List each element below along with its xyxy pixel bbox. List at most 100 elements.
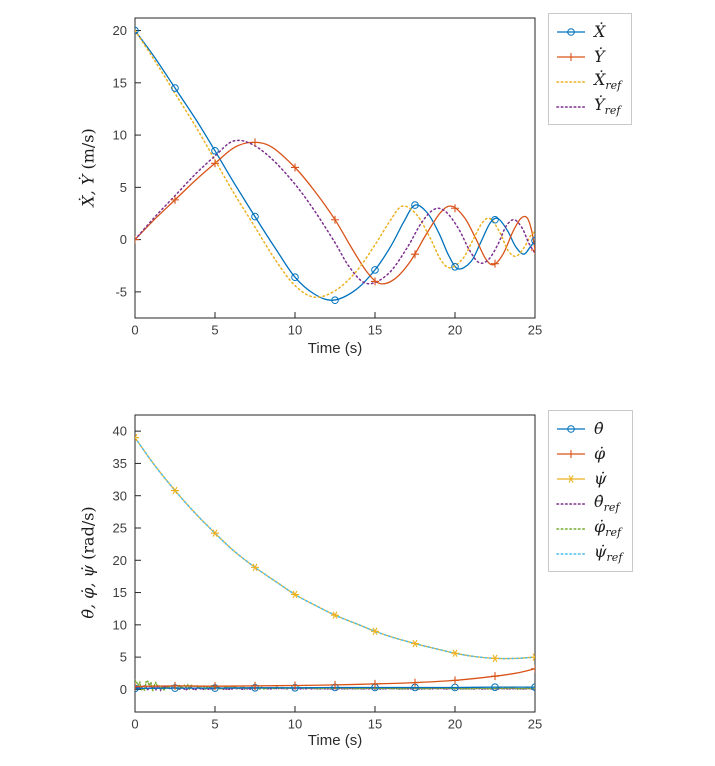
marker-star-psidot: [211, 529, 219, 537]
marker-star-psidot: [291, 590, 299, 599]
marker-plus-Ydot: [371, 277, 379, 286]
marker-plus-Ydot: [331, 215, 339, 224]
legend-sample-psidot-ref: [556, 552, 586, 555]
axes-box: [134, 414, 536, 713]
legend-label-thetadot-ref: θ̇ref: [594, 492, 620, 515]
marker-plus-phidot: [567, 449, 575, 458]
marker-plus-phidot: [251, 681, 259, 690]
series-line-Xdot: [135, 30, 535, 301]
y-tick-label: 30: [113, 488, 127, 503]
y-tick-label: 5: [120, 650, 127, 665]
x-tick-label: 15: [368, 717, 382, 732]
x-tick-label: 10: [288, 717, 302, 732]
marker-star-psidot: [451, 649, 459, 657]
y-tick-label: 10: [113, 128, 127, 143]
series-line-psidot: [135, 437, 535, 660]
series-group: [135, 433, 535, 693]
top-plot-xlabel: Time (s): [307, 340, 363, 357]
legend-sample-psidot: [557, 474, 585, 483]
top-ylabel-unit: (m/s): [78, 128, 98, 175]
legend-entry-Ydot-ref: Ẏref: [555, 94, 621, 119]
legend-label-phidot-ref: φ̇ref: [594, 517, 622, 540]
marker-star-psidot: [491, 654, 499, 663]
legend-label-psidot: ψ̇: [594, 469, 607, 488]
marker-star-psidot: [371, 627, 379, 636]
marker-plus-Ydot: [451, 204, 459, 213]
legend-label-sub-phidot-ref: ref: [605, 526, 622, 540]
marker-circle-Xdot: [251, 212, 259, 221]
marker-circle-Xdot: [211, 146, 219, 155]
marker-star-psidot: [331, 611, 339, 619]
marker-circle-Xdot: [171, 84, 179, 92]
y-tick-label: 20: [113, 23, 127, 38]
bottom-plot-legend: θ̇ φ̇ ψ̇ θ̇ref φ̇ref ψ̇ref: [548, 410, 634, 572]
marker-plus-phidot: [451, 676, 459, 685]
marker-star-psidot: [411, 639, 419, 648]
y-tick-label: 0: [120, 682, 127, 697]
legend-entry-psidot: ψ̇: [555, 466, 622, 491]
y-tick-label: 40: [113, 424, 127, 439]
legend-entry-phidot: φ̇: [555, 441, 622, 466]
y-tick-label: 10: [113, 617, 127, 632]
top-ylabel-math: Ẋ, Ẏ: [78, 174, 98, 207]
y-tick-label: 20: [113, 553, 127, 568]
y-tick-label: 15: [113, 585, 127, 600]
legend-entry-Xdot: Ẋ: [555, 19, 621, 44]
marker-plus-Ydot: [171, 195, 179, 204]
marker-plus-phidot: [411, 678, 419, 687]
legend-entry-Ydot: Ẏ: [555, 44, 621, 69]
legend-sample-thetadot-ref: [556, 502, 586, 505]
legend-label-Xdot-ref: Ẋref: [594, 70, 622, 93]
x-tick-label: 5: [211, 323, 218, 338]
marker-plus-Ydot: [411, 250, 419, 259]
x-tick-label: 20: [448, 323, 462, 338]
bottom-ylabel-unit: (rad/s): [78, 506, 98, 565]
legend-label-Ydot: Ẏ: [594, 47, 605, 66]
series-group: [135, 26, 535, 305]
legend-label-sub-thetadot-ref: ref: [603, 501, 620, 515]
marker-circle-Xdot: [135, 26, 139, 35]
legend-entry-Xdot-ref: Ẋref: [555, 69, 621, 94]
legend-entry-thetadot: θ̇: [555, 416, 622, 441]
y-tick-label: 0: [120, 232, 127, 247]
y-tick-label: -5: [115, 284, 127, 299]
marker-circle-thetadot: [491, 683, 499, 691]
x-tick-label: 25: [528, 323, 542, 338]
bottom-plot-ylabel: θ̇, φ̇, ψ̇ (rad/s): [79, 483, 98, 643]
x-tick-label: 0: [131, 717, 138, 732]
marker-plus-Ydot: [291, 163, 299, 172]
marker-plus-phidot: [491, 672, 499, 681]
marker-plus-phidot: [291, 681, 299, 690]
legend-sample-Xdot-ref: [556, 80, 586, 83]
marker-plus-phidot: [135, 682, 139, 691]
marker-plus-Ydot: [211, 159, 219, 168]
marker-plus-Ydot: [135, 235, 139, 244]
marker-plus-phidot: [211, 682, 219, 691]
x-tick-label: 0: [131, 323, 138, 338]
marker-star-psidot: [251, 563, 259, 572]
top-plot-legend: Ẋ Ẏ Ẋref Ẏref: [548, 13, 633, 125]
legend-sample-Xdot: [557, 27, 585, 36]
marker-plus-Ydot: [531, 246, 535, 255]
legend-sample-phidot: [557, 449, 585, 458]
plot-0: 0 5 10 15 20 25 -5 0 5 10 15 20: [113, 17, 542, 338]
series-markers-psidot: [135, 433, 535, 663]
legend-entry-phidot-ref: φ̇ref: [555, 516, 622, 541]
y-tick-label: 15: [113, 75, 127, 90]
marker-star-psidot: [171, 486, 179, 495]
legend-sample-Ydot: [557, 52, 585, 61]
top-plot-ylabel: Ẋ, Ẏ (m/s): [79, 88, 98, 248]
legend-sample-phidot-ref: [556, 527, 586, 530]
legend-sample-Ydot-ref: [556, 105, 586, 108]
series-markers-phidot: [135, 664, 535, 691]
marker-circle-Xdot: [531, 236, 535, 245]
marker-star-psidot: [531, 653, 535, 661]
bottom-ylabel-math: θ̇, φ̇, ψ̇: [78, 564, 98, 619]
legend-label-psidot-ref: ψ̇ref: [594, 542, 623, 565]
legend-label-Xdot: Ẋ: [594, 22, 606, 41]
x-tick-label: 25: [528, 717, 542, 732]
marker-plus-phidot: [531, 664, 535, 673]
marker-plus-Ydot: [491, 259, 499, 268]
marker-circle-Xdot: [331, 296, 339, 305]
